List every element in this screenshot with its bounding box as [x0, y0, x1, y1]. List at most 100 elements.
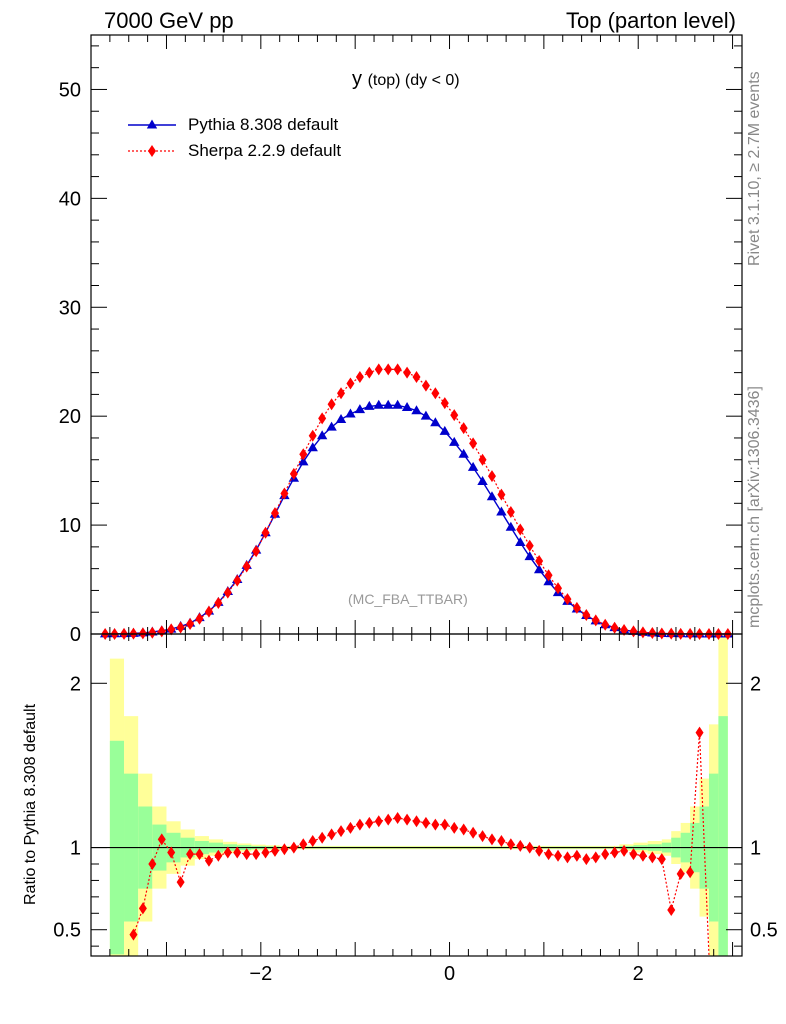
sherpa-point: [299, 448, 308, 461]
pythia-point: [335, 413, 347, 423]
sherpa-point: [148, 626, 157, 639]
ratio-sherpa-point: [620, 844, 629, 857]
sherpa-point: [450, 409, 459, 422]
ratio-sherpa-point: [167, 846, 176, 859]
ratio-sherpa-point: [355, 818, 364, 831]
sherpa-point: [421, 379, 430, 392]
pythia-point: [382, 399, 394, 409]
sherpa-point: [469, 437, 478, 450]
sherpa-point: [572, 601, 581, 614]
ratio-sherpa-point: [544, 848, 553, 861]
sherpa-point: [355, 370, 364, 383]
x-tick-label: 2: [633, 963, 644, 985]
sherpa-point: [591, 614, 600, 627]
ratio-sherpa-point: [686, 866, 695, 879]
ratio-sherpa-point: [421, 816, 430, 829]
sherpa-point: [327, 398, 336, 411]
ratio-sherpa-point: [204, 854, 213, 867]
ratio-sherpa-line: [132, 732, 710, 957]
mcplots-label: mcplots.cern.ch [arXiv:1306.3436]: [746, 386, 763, 628]
ratio-sherpa-point: [591, 851, 600, 864]
sherpa-point: [270, 507, 279, 520]
main-y-tick-label: 10: [59, 515, 81, 537]
plot-title: y (top) (dy < 0): [352, 68, 460, 91]
sherpa-point: [440, 397, 449, 410]
sherpa-point: [318, 412, 327, 425]
ratio-sherpa-point: [676, 867, 685, 880]
ratio-sherpa-point: [525, 841, 534, 854]
sherpa-point: [346, 377, 355, 390]
ratio-sherpa-point: [497, 835, 506, 847]
ratio-sherpa-point: [337, 825, 346, 838]
sherpa-point: [186, 617, 195, 630]
pythia-point: [392, 399, 403, 409]
sherpa-point: [223, 586, 232, 599]
ratio-sherpa-point: [261, 846, 270, 859]
sherpa-point: [544, 569, 553, 582]
main-y-tick-label: 20: [59, 406, 81, 428]
sherpa-point: [337, 387, 346, 400]
ratio-sherpa-point: [374, 815, 383, 828]
pythia-point: [439, 425, 451, 435]
sherpa-point: [431, 387, 440, 400]
ratio-sherpa-point: [582, 853, 591, 866]
sherpa-point: [487, 470, 496, 483]
sherpa-point: [554, 582, 563, 595]
pythia-point: [307, 442, 318, 452]
pythia-point: [467, 461, 479, 471]
ratio-y-tick-label-right: 2: [750, 673, 761, 695]
ratio-sherpa-point: [270, 844, 279, 857]
sherpa-point: [412, 370, 421, 383]
pythia-point: [505, 521, 517, 531]
ratio-sherpa-point: [384, 813, 393, 826]
ratio-sherpa-point: [469, 826, 478, 839]
ratio-sherpa-point: [610, 846, 619, 859]
sherpa-point: [582, 608, 591, 621]
ratio-sherpa-point: [563, 851, 572, 864]
sherpa-point: [242, 560, 251, 573]
sherpa-point: [195, 612, 204, 625]
sherpa-point: [393, 363, 402, 376]
ratio-sherpa-point: [138, 902, 147, 915]
ratio-band-inner: [718, 716, 728, 956]
pythia-point: [373, 399, 384, 409]
ratio-y-axis-label: Ratio to Pythia 8.308 default: [22, 703, 39, 905]
legend-entry-pythia: Pythia 8.308 default: [188, 115, 339, 134]
ratio-sherpa-point: [478, 830, 487, 843]
ratio-sherpa-point: [629, 848, 638, 861]
sherpa-point: [167, 623, 176, 636]
legend-sherpa-marker: [148, 145, 156, 157]
ratio-sherpa-point: [299, 838, 308, 851]
sherpa-point: [459, 422, 468, 435]
ratio-sherpa-point: [214, 849, 223, 862]
sherpa-point: [497, 488, 506, 501]
pythia-point: [533, 564, 545, 574]
sherpa-point: [214, 596, 223, 609]
sherpa-point: [289, 467, 298, 480]
legend-pythia-marker: [146, 119, 158, 129]
ratio-sherpa-point: [195, 848, 204, 861]
sherpa-point: [403, 366, 412, 379]
ratio-sherpa-point: [318, 831, 327, 844]
ratio-sherpa-point: [459, 823, 468, 836]
ratio-sherpa-point: [289, 841, 298, 854]
ratio-uncertainty-bands: [109, 634, 728, 956]
ratio-sherpa-point: [516, 839, 525, 852]
ratio-sherpa-point: [233, 846, 242, 859]
ratio-sherpa-point: [308, 835, 317, 847]
plot-title-main: y: [352, 68, 362, 90]
process-label: Top (parton level): [566, 8, 736, 33]
ratio-sherpa-point: [648, 851, 657, 864]
pythia-point: [430, 417, 441, 427]
ratio-y-tick-label-right: 0.5: [750, 920, 778, 942]
ratio-sherpa-point: [242, 848, 251, 861]
sherpa-point: [516, 523, 525, 536]
pythia-point: [411, 405, 422, 415]
main-y-tick-label: 0: [70, 624, 81, 646]
ratio-sherpa-point: [695, 726, 704, 739]
plot-title-sub: (top) (dy < 0): [367, 72, 460, 89]
sherpa-point: [478, 453, 487, 466]
sherpa-point: [620, 623, 629, 636]
rivet-version-label: Rivet 3.1.10, ≥ 2.7M events: [746, 71, 763, 266]
sherpa-point: [535, 555, 544, 568]
